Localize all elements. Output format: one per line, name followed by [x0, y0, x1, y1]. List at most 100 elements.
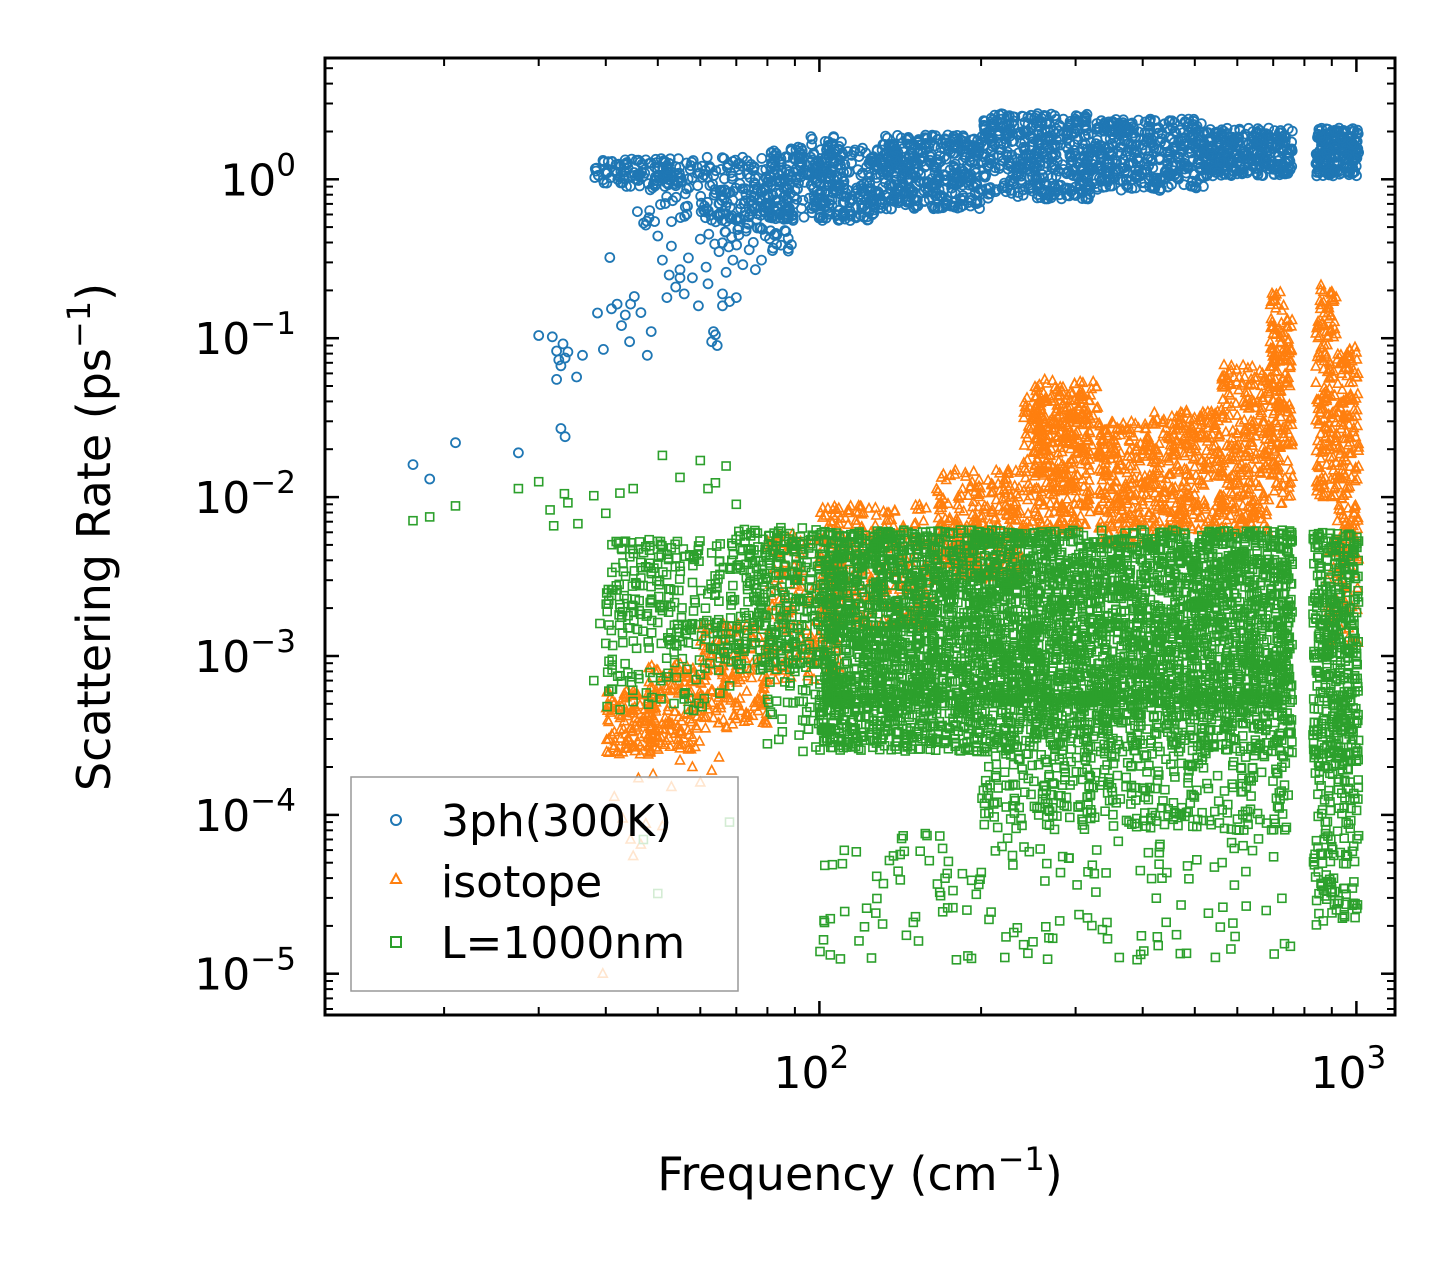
- 3ph-point-689: [766, 179, 777, 191]
- 3ph-point-207: [643, 212, 655, 224]
- 3ph-point-6: [533, 330, 545, 341]
- 3ph-point-705: [777, 212, 789, 224]
- 3ph-point-24: [624, 336, 635, 348]
- 3ph-point-693: [808, 182, 820, 194]
- 3ph-point-209: [655, 199, 666, 210]
- 3ph-point-684: [766, 156, 778, 168]
- 3ph-point-15: [571, 371, 582, 383]
- 3ph-point-45: [710, 329, 721, 341]
- 3ph-point-327: [737, 161, 749, 172]
- 3ph-point-372: [714, 207, 726, 219]
- 3ph-point-784: [836, 136, 847, 148]
- 3ph-point-261: [699, 200, 710, 212]
- 3ph-point-516: [826, 194, 838, 206]
- 3ph-point-9: [553, 354, 565, 366]
- 3ph-point-17: [592, 307, 603, 319]
- 3ph-point-152: [619, 166, 630, 178]
- 3ph-point-197: [644, 184, 656, 196]
- 3ph-point-388: [775, 239, 787, 251]
- 3ph-point-0: [407, 459, 419, 471]
- 3ph-point-41: [700, 261, 712, 273]
- 3ph-point-54: [750, 264, 761, 276]
- 3ph-point-374: [724, 201, 736, 213]
- 3ph-point-31: [657, 254, 668, 266]
- 3ph-point-163: [687, 155, 699, 166]
- 3ph-point-734: [869, 202, 880, 213]
- 3ph-point-318: [715, 163, 727, 175]
- 3ph-point-36: [678, 288, 690, 300]
- 3ph-point-677: [767, 210, 778, 222]
- 3ph-point-33: [666, 240, 677, 252]
- 3ph-point-314: [734, 158, 745, 169]
- 3ph-point-742: [852, 164, 864, 176]
- 3ph-point-58: [661, 292, 673, 304]
- 3ph-point-787: [815, 156, 827, 168]
- 3ph-point-267: [726, 173, 738, 185]
- 3ph-point-316: [699, 164, 711, 176]
- 3ph-point-16: [577, 349, 588, 361]
- 3ph-point-746: [850, 212, 862, 224]
- 3ph-point-380: [720, 216, 732, 227]
- 3ph-point-182: [663, 179, 674, 191]
- 3ph-point-25: [645, 326, 657, 338]
- 3ph-point-695: [763, 202, 775, 214]
- 3ph-point-748: [858, 185, 870, 197]
- 3ph-point-371: [742, 218, 754, 229]
- 3ph-point-312: [699, 206, 711, 218]
- 3ph-point-4: [555, 423, 567, 434]
- 3ph-point-783: [828, 131, 839, 143]
- 3ph-point-377: [755, 222, 766, 234]
- 3ph-point-395: [709, 238, 721, 250]
- 3ph-point-320: [735, 203, 746, 215]
- 3ph-point-172: [664, 153, 676, 165]
- 3ph-point-206: [681, 183, 692, 195]
- 3ph-point-38: [687, 272, 698, 284]
- 3ph-point-257: [700, 212, 711, 224]
- 3ph-point-702: [857, 142, 868, 154]
- 3ph-point-328: [704, 162, 716, 174]
- 3ph-point-3: [513, 447, 524, 459]
- 3ph-point-204: [679, 201, 691, 213]
- 3ph-point-785: [822, 141, 834, 153]
- 3ph-point-47: [717, 288, 728, 300]
- 3ph-point-744: [817, 214, 828, 226]
- 3ph-point-720: [812, 193, 824, 205]
- 3ph-point-688: [768, 145, 780, 157]
- 3ph-point-740: [810, 200, 822, 212]
- 3ph-point-175: [621, 159, 632, 171]
- 3ph-point-292: [743, 184, 754, 196]
- 3ph-point-26: [641, 349, 653, 361]
- 3ph-point-733: [771, 201, 782, 212]
- 3ph-point-56: [711, 340, 723, 351]
- 3ph-point-28: [611, 298, 623, 310]
- 3ph-point-128: [660, 168, 672, 180]
- 3ph-point-157: [602, 167, 613, 179]
- 3ph-point-35: [674, 264, 686, 276]
- 3ph-point-782: [817, 161, 829, 173]
- 3ph-point-645: [798, 211, 810, 223]
- 3ph-point-304: [695, 190, 707, 202]
- 3ph-point-378: [710, 216, 722, 228]
- 3ph-point-21: [619, 309, 631, 321]
- data-layer: [407, 108, 1365, 979]
- 3ph-point-199: [666, 216, 677, 228]
- 3ph-point-29: [635, 307, 647, 319]
- 3ph-point-326: [748, 161, 760, 173]
- 3ph-point-23: [628, 291, 640, 302]
- 3ph-point-52: [737, 259, 749, 271]
- 3ph-point-293: [744, 172, 756, 184]
- 3ph-point-329: [702, 172, 713, 184]
- 3ph-point-729: [783, 203, 794, 215]
- 3ph-point-313: [716, 152, 728, 164]
- 3ph-point-19: [604, 252, 616, 263]
- 3ph-point-762: [828, 157, 839, 169]
- 3ph-point-738: [774, 169, 786, 181]
- 3ph-point-55: [756, 254, 767, 266]
- 3ph-point-2: [450, 437, 461, 449]
- 3ph-point-7: [546, 331, 558, 343]
- 3ph-point-1: [424, 473, 436, 485]
- 3ph-point-736: [845, 210, 856, 222]
- 3ph-point-278: [750, 179, 761, 191]
- 3ph-point-50: [727, 254, 739, 266]
- 3ph-point-5: [559, 431, 571, 443]
